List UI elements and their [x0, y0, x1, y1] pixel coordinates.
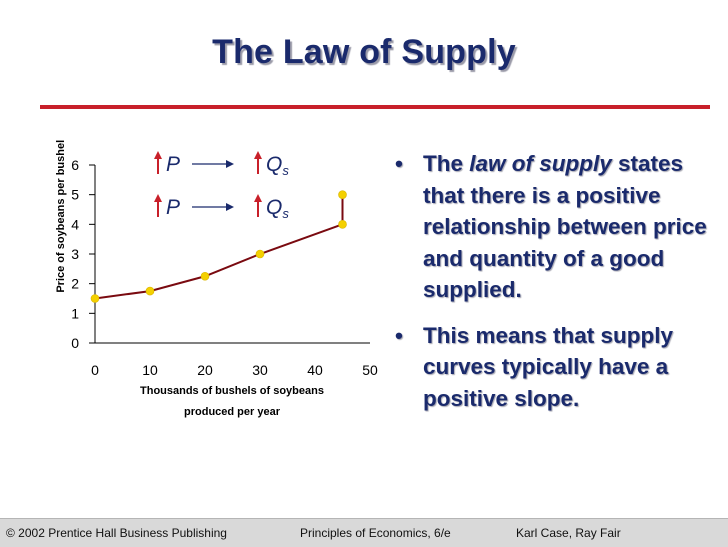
x-tick-label: 0	[91, 362, 99, 378]
y-tick-label: 6	[71, 157, 79, 173]
quantity-symbol: Qs	[266, 196, 289, 221]
bullet-1-prefix: The	[423, 151, 470, 176]
bullet-law-of-supply: • The law of supply states that there is …	[393, 148, 718, 306]
bullet-marker: •	[395, 322, 403, 348]
y-tick-label: 3	[71, 246, 79, 262]
x-tick-label: 30	[252, 362, 268, 378]
data-point	[200, 271, 210, 281]
price-symbol: P	[166, 196, 180, 219]
bullet-list: • The law of supply states that there is …	[393, 148, 718, 414]
right-arrow-head-icon	[226, 160, 234, 168]
bullet-marker: •	[395, 151, 403, 176]
x-tick-label: 20	[197, 362, 213, 378]
data-point	[255, 249, 265, 259]
bullet-1-emphasis: law of supply	[469, 151, 612, 176]
x-tick-label: 10	[142, 362, 158, 378]
up-arrow-head-icon	[254, 194, 262, 202]
bullet-2-text: This means that supply curves typically …	[423, 322, 674, 411]
x-axis-label-line-2: produced per year	[184, 406, 281, 418]
data-point	[338, 220, 347, 229]
quantity-symbol: Qs	[266, 153, 289, 178]
x-tick-label: 40	[307, 362, 323, 378]
title-divider	[40, 105, 710, 109]
up-arrow-head-icon	[154, 151, 162, 159]
up-arrow-head-icon	[154, 194, 162, 202]
bullet-1-text: states that there is a positive relation…	[423, 151, 707, 302]
footer-authors: Karl Case, Ray Fair	[516, 526, 621, 540]
y-tick-label: 5	[71, 187, 79, 203]
footer-book-title: Principles of Economics, 6/e	[300, 526, 451, 540]
supply-chart: Price of soybeans per bushel ($) Thousan…	[55, 140, 378, 418]
y-tick-label: 4	[71, 216, 79, 232]
annotation-price-up-quantity-up-2: P Qs	[154, 194, 289, 221]
right-arrow-head-icon	[226, 203, 234, 211]
data-point	[145, 286, 155, 296]
supply-curve-line	[94, 194, 344, 300]
x-tick-label: 50	[362, 362, 378, 378]
footer-bar: © 2002 Prentice Hall Business Publishing…	[0, 518, 728, 547]
y-tick-label: 0	[71, 335, 79, 351]
up-arrow-head-icon	[254, 151, 262, 159]
data-point	[338, 190, 347, 199]
bullet-positive-slope: • This means that supply curves typically…	[393, 320, 718, 415]
slide-title: The Law of Supply	[212, 33, 516, 71]
data-point	[90, 294, 100, 303]
footer-copyright: © 2002 Prentice Hall Business Publishing	[6, 526, 227, 540]
price-symbol: P	[166, 153, 180, 176]
y-axis-label: Price of soybeans per bushel ($)	[55, 140, 67, 293]
y-tick-label: 2	[71, 276, 79, 292]
y-tick-label: 1	[71, 305, 79, 321]
annotation-price-up-quantity-up-1: P Qs	[154, 151, 289, 178]
x-axis-label-line-1: Thousands of bushels of soybeans	[140, 385, 324, 397]
